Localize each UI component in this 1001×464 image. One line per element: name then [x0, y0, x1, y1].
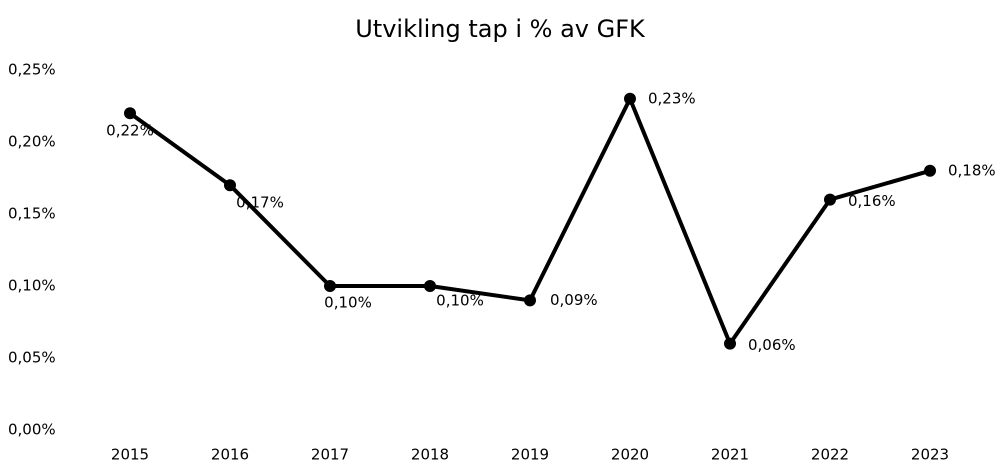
x-tick-label: 2018	[411, 446, 449, 464]
y-tick-label: 0,15%	[8, 205, 56, 223]
data-label: 0,06%	[748, 336, 796, 354]
marker	[924, 164, 936, 177]
marker	[424, 280, 436, 292]
marker	[824, 193, 836, 206]
marker	[624, 92, 636, 105]
x-tick-label: 2020	[611, 446, 649, 464]
y-tick-label: 0,05%	[8, 349, 56, 367]
y-tick-label: 0,10%	[8, 277, 56, 295]
x-tick-label: 2023	[911, 446, 949, 464]
data-label: 0,23%	[648, 89, 696, 107]
data-label: 0,22%	[106, 122, 154, 140]
data-label: 0,10%	[324, 294, 372, 312]
y-tick-label: 0,20%	[8, 133, 56, 151]
x-tick-label: 2021	[711, 446, 749, 464]
x-tick-label: 2016	[211, 446, 249, 464]
chart-title: Utvikling tap i % av GFK	[355, 15, 646, 43]
data-label: 0,17%	[236, 194, 284, 212]
y-tick-label: 0,25%	[8, 61, 56, 79]
x-tick-label: 2015	[111, 446, 149, 464]
line	[128, 96, 931, 346]
marker	[724, 337, 736, 350]
marker	[224, 179, 236, 192]
data-label: 0,18%	[948, 161, 996, 179]
x-tick-label: 2019	[511, 446, 549, 464]
marker	[124, 107, 136, 120]
marker	[524, 294, 536, 307]
data-label: 0,09%	[550, 291, 598, 309]
x-tick-label: 2022	[811, 446, 849, 464]
y-tick-label: 0,00%	[8, 421, 56, 439]
marker	[324, 280, 336, 292]
data-label: 0,16%	[848, 192, 896, 210]
x-tick-label: 2017	[311, 446, 349, 464]
data-label: 0,10%	[436, 292, 484, 310]
